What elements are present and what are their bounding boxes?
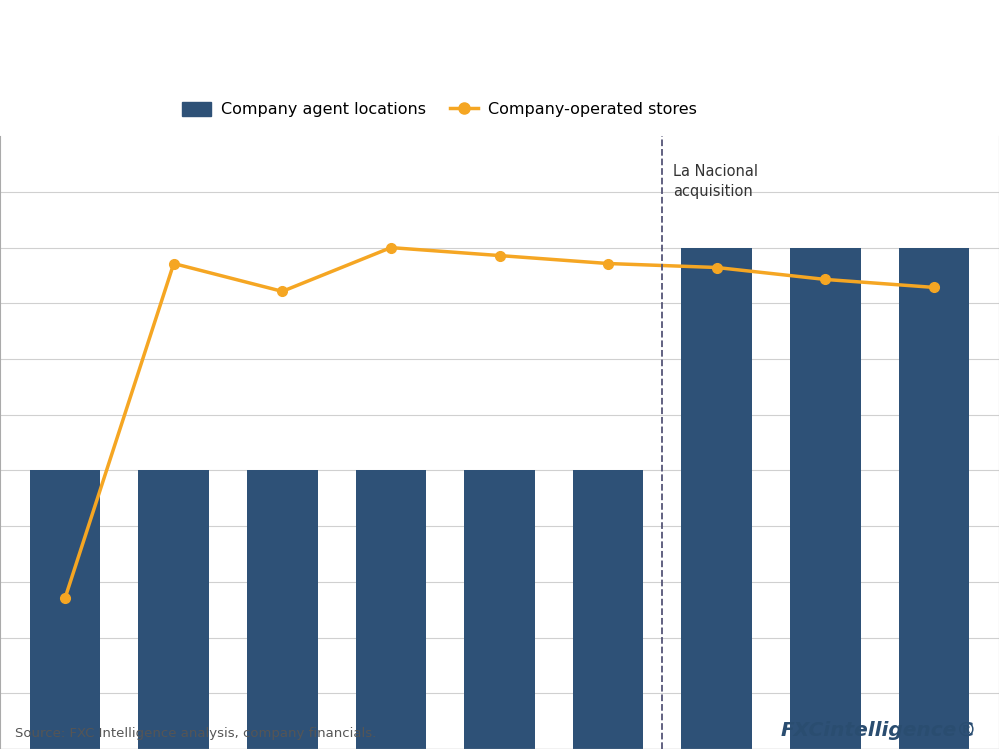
Bar	[465, 470, 534, 749]
Bar	[356, 470, 427, 749]
Text: Intermex reported company agent locations and own stores over time: Intermex reported company agent location…	[18, 93, 677, 112]
Text: FXCintelligence®: FXCintelligence®	[780, 721, 977, 740]
Bar	[139, 470, 209, 749]
Text: Source: FXC Intelligence analysis, company financials.: Source: FXC Intelligence analysis, compa…	[15, 727, 377, 740]
Bar	[572, 470, 643, 749]
Bar	[681, 248, 752, 749]
Bar	[898, 248, 969, 749]
Bar	[790, 248, 860, 749]
Bar	[247, 470, 318, 749]
Text: Intermex-operated stores have reduced, but retail network stable: Intermex-operated stores have reduced, b…	[18, 31, 999, 57]
Text: FXC: FXC	[932, 721, 974, 740]
Text: La Nacional
acquisition: La Nacional acquisition	[673, 164, 758, 198]
Legend: Company agent locations, Company-operated stores: Company agent locations, Company-operate…	[176, 95, 703, 124]
Bar	[30, 470, 101, 749]
